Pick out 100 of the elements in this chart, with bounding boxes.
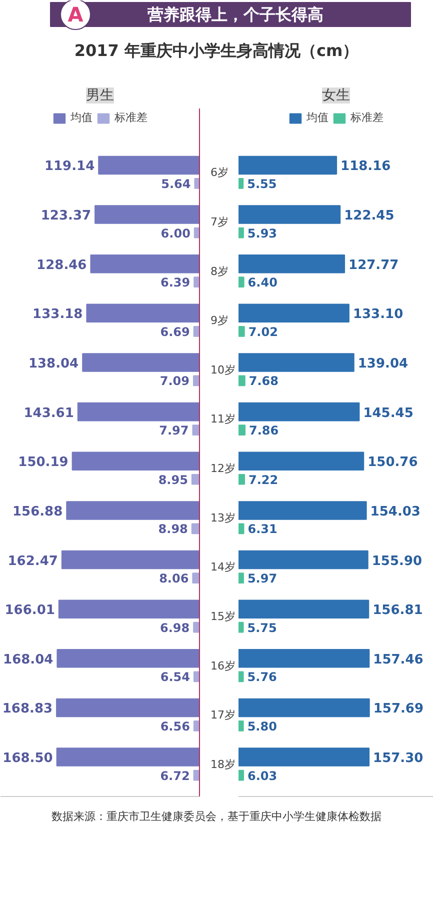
data-label: 168.04 bbox=[3, 652, 54, 668]
data-label: 156.81 bbox=[372, 603, 423, 618]
y-tick-label: 15岁 bbox=[210, 610, 236, 623]
data-label: 6.98 bbox=[160, 620, 190, 635]
legend-label: 标准差 bbox=[350, 110, 384, 125]
data-label: 157.46 bbox=[373, 652, 424, 668]
data-label: 127.77 bbox=[348, 258, 399, 273]
data-label: 7.97 bbox=[159, 424, 189, 438]
data-label: 6.72 bbox=[160, 768, 190, 783]
data-label: 7.68 bbox=[248, 374, 278, 388]
text: A bbox=[68, 2, 84, 26]
chart-subtitle: 男生 bbox=[86, 88, 114, 104]
data-label: 143.61 bbox=[24, 406, 74, 421]
bar bbox=[238, 572, 244, 584]
data-label: 5.55 bbox=[247, 176, 277, 191]
bar bbox=[82, 353, 200, 372]
legend-label: 均值 bbox=[306, 110, 328, 125]
data-label: 168.83 bbox=[2, 702, 53, 717]
text: 营养跟得上，个子长得高 bbox=[146, 5, 324, 24]
bar bbox=[238, 550, 368, 570]
bar bbox=[58, 600, 200, 618]
bar bbox=[238, 227, 244, 238]
data-label: 138.04 bbox=[28, 356, 79, 372]
y-tick-label: 11岁 bbox=[210, 412, 236, 426]
data-label: 166.01 bbox=[4, 603, 55, 618]
bar bbox=[90, 254, 200, 274]
bar bbox=[66, 501, 200, 520]
bar bbox=[238, 622, 244, 633]
bar bbox=[194, 178, 200, 189]
bar bbox=[238, 770, 244, 781]
bar bbox=[77, 402, 200, 422]
data-label: 150.76 bbox=[368, 455, 418, 470]
bar bbox=[238, 523, 244, 534]
data-label: 133.10 bbox=[352, 307, 404, 322]
y-tick-label: 8岁 bbox=[210, 264, 228, 278]
data-label: 5.76 bbox=[247, 670, 277, 684]
data-label: 5.97 bbox=[247, 572, 278, 586]
chart-title: 2017 年重庆中小学生身高情况（cm） bbox=[74, 41, 359, 60]
data-label: 6.31 bbox=[248, 522, 278, 536]
data-label: 128.46 bbox=[36, 258, 87, 273]
bar bbox=[72, 452, 200, 471]
data-label: 133.18 bbox=[32, 307, 83, 322]
bar bbox=[238, 156, 338, 175]
data-label: 145.45 bbox=[363, 406, 414, 421]
bar bbox=[191, 474, 200, 485]
data-label: 7.22 bbox=[248, 472, 278, 487]
data-label: 7.02 bbox=[248, 324, 278, 339]
data-label: 6.54 bbox=[160, 670, 190, 684]
bar bbox=[238, 671, 244, 682]
y-tick-label: 16岁 bbox=[210, 659, 236, 672]
data-label: 5.75 bbox=[247, 620, 277, 635]
bar bbox=[56, 698, 200, 718]
data-label: 6.03 bbox=[248, 768, 278, 783]
data-label: 6.40 bbox=[248, 276, 278, 290]
bar bbox=[238, 304, 350, 323]
data-label: 6.39 bbox=[160, 276, 190, 290]
bar bbox=[238, 649, 370, 668]
bar bbox=[238, 474, 245, 485]
y-tick-label: 14岁 bbox=[210, 560, 236, 574]
bar bbox=[191, 523, 200, 534]
data-label: 119.14 bbox=[44, 159, 95, 174]
bar bbox=[238, 402, 360, 422]
bar bbox=[193, 622, 200, 633]
data-label: 162.47 bbox=[8, 554, 58, 569]
data-label: 155.90 bbox=[372, 554, 422, 569]
bar bbox=[192, 572, 200, 584]
data-label: 5.80 bbox=[247, 719, 277, 734]
data-label: 118.16 bbox=[340, 159, 391, 174]
data-label: 8.98 bbox=[158, 522, 188, 536]
bar bbox=[193, 671, 200, 682]
bar bbox=[98, 156, 200, 175]
legend-label: 均值 bbox=[70, 110, 92, 125]
bar bbox=[238, 375, 246, 386]
y-tick-label: 17岁 bbox=[210, 708, 236, 722]
data-label: 6.56 bbox=[160, 719, 190, 734]
data-label: 6.69 bbox=[160, 324, 190, 339]
bar bbox=[56, 649, 200, 668]
data-label: 5.93 bbox=[247, 226, 278, 240]
bar bbox=[238, 326, 245, 337]
bar bbox=[238, 748, 370, 766]
data-label: 156.88 bbox=[12, 504, 63, 520]
bar bbox=[238, 254, 346, 274]
y-tick-label: 12岁 bbox=[210, 462, 236, 476]
data-label: 8.95 bbox=[158, 472, 188, 487]
bar bbox=[61, 550, 200, 570]
data-label: 6.00 bbox=[160, 226, 190, 240]
data-label: 157.69 bbox=[373, 702, 424, 717]
y-tick-label: 10岁 bbox=[210, 363, 236, 376]
bar bbox=[94, 205, 200, 224]
data-label: 123.37 bbox=[40, 208, 92, 224]
bar bbox=[193, 326, 200, 337]
bar bbox=[238, 353, 354, 372]
data-label: 157.30 bbox=[373, 751, 424, 766]
data-label: 122.45 bbox=[344, 208, 394, 224]
chart-subtitle: 女生 bbox=[322, 88, 350, 104]
y-tick-label: 18岁 bbox=[210, 758, 236, 771]
data-label: 8.06 bbox=[159, 572, 189, 586]
bar bbox=[238, 424, 246, 436]
legend-label: 标准差 bbox=[114, 110, 148, 125]
data-label: 139.04 bbox=[358, 356, 408, 372]
